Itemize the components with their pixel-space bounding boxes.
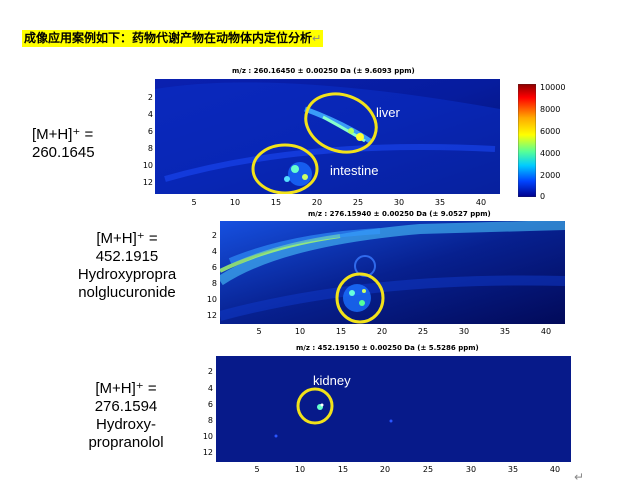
y-tick: 8 (207, 416, 213, 425)
y-tick: 2 (207, 367, 213, 376)
panel2-label-line: [M+H]⁺ = (96, 230, 158, 247)
y-tick: 6 (147, 127, 153, 136)
panel3-image (216, 356, 571, 462)
panel1-circle-intestine (251, 143, 319, 194)
y-tick: 4 (207, 384, 213, 393)
x-tick: 5 (254, 465, 260, 474)
x-tick: 35 (499, 327, 511, 336)
panel2-heatmap (220, 221, 565, 324)
x-tick: 20 (379, 465, 391, 474)
y-tick: 8 (211, 279, 217, 288)
end-paragraph-mark: ↵ (574, 470, 585, 484)
panel2-label-line: Hydroxypropra (77, 266, 177, 283)
y-tick: 4 (147, 110, 153, 119)
colorbar-tick: 6000 (540, 127, 561, 136)
y-tick: 12 (142, 178, 153, 187)
panel3-label-line: Hydroxy- (95, 416, 156, 433)
x-tick: 35 (434, 198, 446, 207)
y-tick: 2 (211, 231, 217, 240)
paragraph-mark: ↵ (312, 32, 322, 45)
panel1-label: [M+H]⁺ = 260.1645 (32, 126, 140, 162)
panel2-label-line: 452.1915 (95, 248, 159, 265)
x-tick: 25 (352, 198, 364, 207)
colorbar-tick: 8000 (540, 105, 561, 114)
y-tick: 10 (142, 161, 153, 170)
panel2-image (220, 221, 565, 324)
anno-intestine: intestine (330, 163, 379, 178)
y-tick: 8 (147, 144, 153, 153)
panel1-circle-liver (304, 92, 378, 154)
panel1-heatmap (155, 79, 500, 194)
panel1-label-line: [M+H]⁺ = (32, 126, 94, 143)
y-tick: 12 (206, 311, 217, 320)
panel3-header: m/z : 452.19150 ± 0.00250 Da (± 5.5286 p… (296, 344, 479, 352)
x-tick: 25 (417, 327, 429, 336)
y-tick: 6 (207, 400, 213, 409)
panel3-label-line: propranolol (88, 434, 164, 451)
x-tick: 30 (465, 465, 477, 474)
colorbar-tick: 10000 (540, 83, 566, 92)
x-tick: 15 (335, 327, 347, 336)
y-tick: 2 (147, 93, 153, 102)
x-tick: 35 (507, 465, 519, 474)
y-tick: 12 (202, 448, 213, 457)
x-tick: 20 (311, 198, 323, 207)
x-tick: 10 (294, 465, 306, 474)
colorbar (517, 83, 537, 198)
x-tick: 25 (422, 465, 434, 474)
anno-kidney: kidney (313, 373, 351, 388)
slide-title: 成像应用案例如下：药物代谢产物在动物体内定位分析↵ (22, 30, 324, 47)
colorbar-tick: 2000 (540, 171, 561, 180)
panel3-circle-kidney (296, 387, 334, 425)
panel2-label: [M+H]⁺ = 452.1915 Hydroxypropra nolglucu… (62, 230, 192, 302)
y-tick: 10 (206, 295, 217, 304)
panel2-circle (335, 272, 385, 324)
x-tick: 40 (540, 327, 552, 336)
x-tick: 40 (549, 465, 561, 474)
x-tick: 20 (376, 327, 388, 336)
panel3-label-line: 276.1594 (94, 398, 158, 415)
panel3-label-line: [M+H]⁺ = (95, 380, 157, 397)
x-tick: 40 (475, 198, 487, 207)
y-tick: 10 (202, 432, 213, 441)
y-tick: 4 (211, 247, 217, 256)
panel2-label-line: nolglucuronide (78, 284, 176, 301)
panel1-image (155, 79, 500, 194)
panel3-heatmap (216, 356, 571, 462)
x-tick: 10 (229, 198, 241, 207)
colorbar-gradient (517, 83, 537, 198)
title-text: 成像应用案例如下：药物代谢产物在动物体内定位分析 (24, 31, 313, 45)
x-tick: 15 (337, 465, 349, 474)
x-tick: 15 (270, 198, 282, 207)
y-tick: 6 (211, 263, 217, 272)
x-tick: 10 (294, 327, 306, 336)
panel2-header: m/z : 276.15940 ± 0.00250 Da (± 9.0527 p… (308, 210, 491, 218)
anno-liver: liver (376, 105, 400, 120)
colorbar-tick: 0 (540, 192, 546, 201)
colorbar-tick: 4000 (540, 149, 561, 158)
panel1-label-line: 260.1645 (32, 144, 95, 161)
panel1-header: m/z : 260.16450 ± 0.00250 Da (± 9.6093 p… (232, 67, 415, 75)
x-tick: 5 (256, 327, 262, 336)
x-tick: 5 (191, 198, 197, 207)
x-tick: 30 (458, 327, 470, 336)
x-tick: 30 (393, 198, 405, 207)
panel3-label: [M+H]⁺ = 276.1594 Hydroxy- propranolol (70, 380, 182, 452)
